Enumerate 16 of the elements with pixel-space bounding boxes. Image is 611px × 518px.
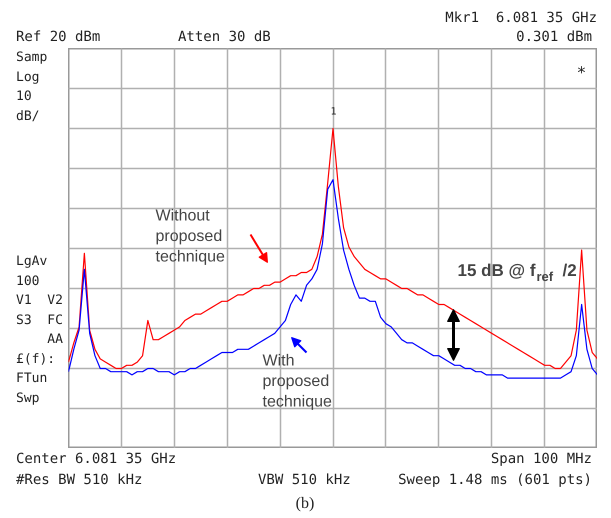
- text: Samp Log 10 dB/: [16, 49, 48, 126]
- text: 1: [330, 106, 337, 118]
- annotation: With proposed technique: [262, 352, 332, 410]
- text: Center 6.081 35 GHz: [16, 451, 176, 468]
- text: Span 100 MHz: [490, 451, 592, 468]
- text: Sweep 1.48 ms (601 pts): [398, 472, 592, 489]
- text: Mkr1 6.081 35 GHz: [445, 10, 597, 27]
- text: *: [576, 63, 586, 82]
- text: 0.301 dBm: [516, 29, 592, 46]
- annotation: Without proposed technique: [156, 208, 225, 266]
- text: Atten 30 dB: [178, 29, 271, 46]
- text: (b): [296, 494, 314, 514]
- text: VBW 510 kHz: [258, 472, 351, 489]
- text: Ref 20 dBm: [16, 29, 100, 46]
- text: #Res BW 510 kHz: [16, 472, 142, 489]
- text: LgAv 100 V1 V2 S3 FC AA £(f): FTun Swp: [16, 253, 63, 408]
